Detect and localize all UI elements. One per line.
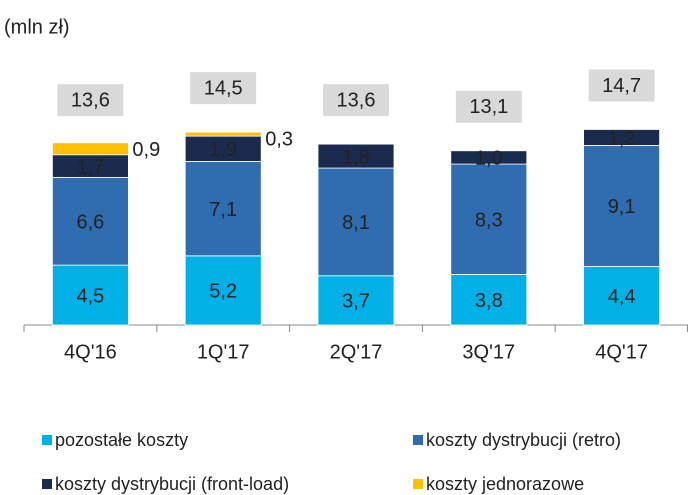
bar-segment xyxy=(450,163,528,275)
bar-segment xyxy=(184,135,262,162)
total-box xyxy=(57,84,124,117)
value-label: 1,8 xyxy=(342,146,370,168)
legend-label: koszty jednorazowe xyxy=(426,474,584,494)
total-label: 13,1 xyxy=(469,96,508,118)
x-tick-label: 2Q'17 xyxy=(330,341,383,363)
value-label: 9,1 xyxy=(608,196,636,218)
bar-segment xyxy=(317,167,395,277)
legend-swatch xyxy=(413,479,423,489)
bar-segment xyxy=(583,266,660,326)
bar-segment xyxy=(52,176,129,266)
legend-swatch xyxy=(42,435,52,445)
bar-segment xyxy=(583,145,660,267)
value-label: 4,5 xyxy=(76,285,104,307)
legend-swatch xyxy=(42,479,52,489)
value-label: 1,2 xyxy=(608,128,636,150)
bar-segment xyxy=(52,264,129,326)
total-box xyxy=(323,84,389,117)
chart-subtitle: (mln zł) xyxy=(4,16,70,38)
x-tick-label: 3Q'17 xyxy=(462,341,515,363)
value-label: 1,9 xyxy=(209,139,237,161)
total-box xyxy=(588,69,655,102)
value-label: 1,7 xyxy=(76,156,104,178)
bar-segment xyxy=(450,150,528,165)
value-label: 8,1 xyxy=(342,212,370,234)
legend-label: koszty dystrybucji (front-load) xyxy=(55,474,289,494)
value-label: 0,3 xyxy=(265,128,293,150)
total-label: 13,6 xyxy=(337,89,376,111)
value-label: 5,2 xyxy=(209,281,237,303)
total-label: 13,6 xyxy=(71,89,110,111)
total-box xyxy=(455,90,522,123)
value-label: 3,8 xyxy=(475,290,503,312)
bar-segment xyxy=(184,131,262,137)
legend-label: pozostałe koszty xyxy=(55,430,188,450)
bar-segment xyxy=(52,142,129,156)
bar-segment xyxy=(583,129,660,146)
total-box xyxy=(190,72,257,105)
x-tick-label: 1Q'17 xyxy=(197,341,250,363)
value-label: 1,0 xyxy=(475,148,503,170)
x-tick-label: 4Q'17 xyxy=(595,341,648,363)
total-label: 14,7 xyxy=(602,75,641,97)
bar-segment xyxy=(184,255,262,326)
bar-segment xyxy=(184,161,262,257)
x-tick-label: 4Q'16 xyxy=(64,341,117,363)
value-label: 4,4 xyxy=(608,286,636,308)
value-label: 3,7 xyxy=(342,291,370,313)
value-label: 8,3 xyxy=(475,210,503,232)
value-label: 6,6 xyxy=(76,212,104,234)
value-label: 0,9 xyxy=(132,139,160,161)
bar-segment xyxy=(317,275,395,326)
legend-swatch xyxy=(413,435,423,445)
total-label: 14,5 xyxy=(204,77,243,99)
bar-segment xyxy=(317,143,395,169)
value-label: 7,1 xyxy=(209,199,237,221)
legend-label: koszty dystrybucji (retro) xyxy=(426,430,621,450)
